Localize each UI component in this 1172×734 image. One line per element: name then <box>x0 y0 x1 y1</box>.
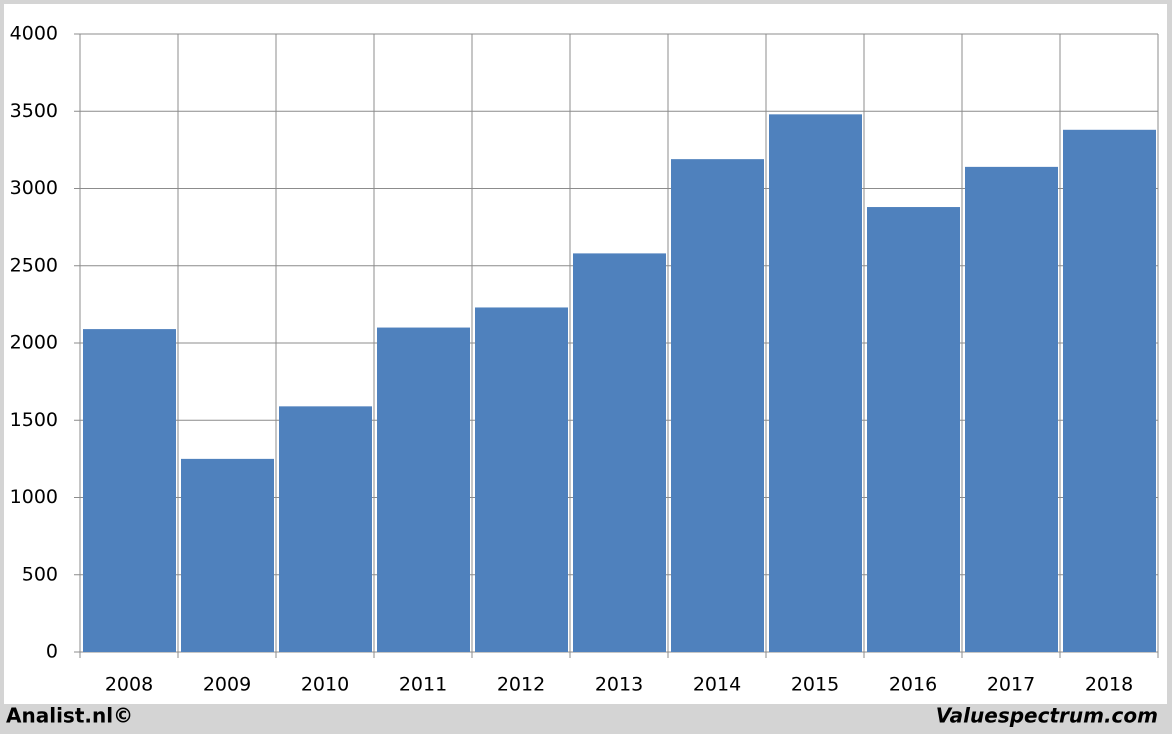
x-tick-label: 2017 <box>987 674 1035 696</box>
x-tick-label: 2013 <box>595 674 643 696</box>
y-tick-label: 4000 <box>10 23 58 45</box>
y-tick-label: 500 <box>22 563 58 585</box>
y-tick-label: 1500 <box>10 409 58 431</box>
bar <box>377 327 470 652</box>
x-tick-label: 2016 <box>889 674 937 696</box>
bar <box>867 207 960 653</box>
bar <box>573 253 666 652</box>
bar <box>1063 129 1156 653</box>
bar <box>475 307 568 652</box>
x-tick-label: 2012 <box>497 674 545 696</box>
y-tick-label: 3500 <box>10 100 58 122</box>
x-tick-label: 2011 <box>399 674 447 696</box>
x-tick-label: 2015 <box>791 674 839 696</box>
y-tick-label: 2500 <box>10 254 58 276</box>
y-tick-label: 1000 <box>10 486 58 508</box>
footer-left: Analist.nl© <box>6 704 133 728</box>
bar <box>279 406 372 652</box>
y-tick-label: 0 <box>46 641 58 663</box>
x-tick-label: 2014 <box>693 674 741 696</box>
bar <box>671 159 764 652</box>
y-tick-label: 2000 <box>10 332 58 354</box>
x-tick-label: 2018 <box>1085 674 1133 696</box>
footer-right: Valuespectrum.com <box>936 704 1158 728</box>
x-tick-label: 2009 <box>203 674 251 696</box>
x-tick-label: 2008 <box>105 674 153 696</box>
bar <box>181 458 274 652</box>
x-tick-label: 2010 <box>301 674 349 696</box>
bar <box>769 114 862 653</box>
bar <box>965 166 1058 652</box>
bar <box>83 329 176 652</box>
y-tick-label: 3000 <box>10 177 58 199</box>
